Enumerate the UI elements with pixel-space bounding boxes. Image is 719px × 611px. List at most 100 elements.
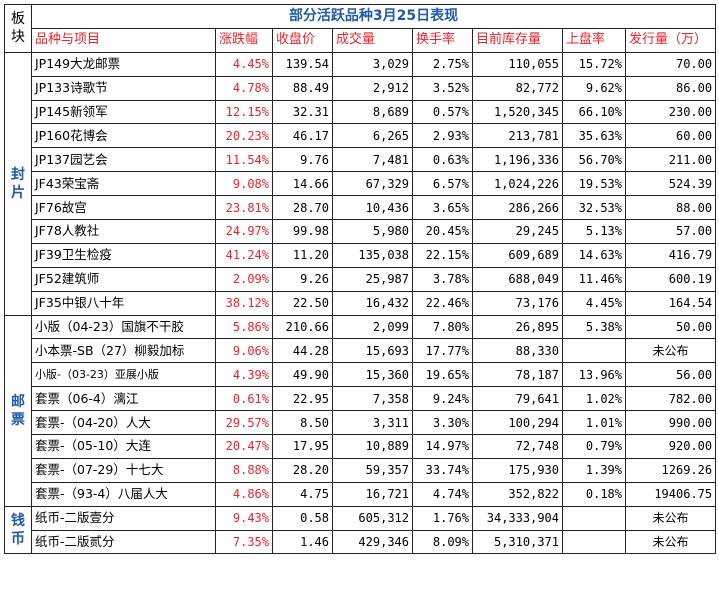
cell-listing-rate: 66.10% — [562, 99, 626, 125]
cell-stock: 73,176 — [472, 290, 563, 316]
cell-listing-rate: 15.72% — [562, 51, 626, 77]
cell-stock: 100,294 — [472, 410, 563, 436]
cell-name: 小版（04-23）国旗不干胶 — [31, 314, 216, 340]
cell-name: JF43荣宝斋 — [31, 171, 216, 197]
cell-name: JF39卫生检疫 — [31, 242, 216, 268]
cell-name: JP160花博会 — [31, 123, 216, 149]
table-row: JP145新领军 12.15% 32.31 8,689 0.57% 1,520,345 66… — [5, 99, 717, 125]
cell-turnover: 3.65% — [412, 195, 473, 221]
cell-close: 44.28 — [272, 338, 333, 364]
cell-issue: 782.00 — [624, 386, 717, 412]
cell-volume: 6,265 — [332, 123, 413, 149]
table-row: JP137园艺会 11.54% 9.76 7,481 0.63% 1,196,336 56.… — [5, 147, 717, 173]
cell-listing-rate: 11.46% — [562, 266, 626, 292]
cell-stock: 34,333,904 — [472, 505, 563, 531]
cell-listing-rate: 5.38% — [562, 314, 626, 340]
header-cell-turnover: 换手率 — [412, 27, 473, 53]
cell-turnover: 33.74% — [412, 457, 473, 483]
cell-change: 4.78% — [215, 75, 273, 101]
cell-change: 9.06% — [215, 338, 273, 364]
cell-listing-rate: 9.62% — [562, 75, 626, 101]
cell-change: 12.15% — [215, 99, 273, 125]
cell-issue: 56.00 — [624, 362, 717, 388]
cell-close: 88.49 — [272, 75, 333, 101]
cell-name: 套票（06-4）漓江 — [31, 386, 216, 412]
cell-listing-rate: 1.02% — [562, 386, 626, 412]
category-label: 钱币 — [4, 505, 32, 555]
cell-name: JP137园艺会 — [31, 147, 216, 173]
cell-issue: 57.00 — [624, 219, 717, 244]
cell-listing-rate: 35.63% — [562, 123, 626, 149]
cell-close: 49.90 — [272, 362, 333, 388]
header-cell-stock: 目前库存量 — [472, 27, 563, 53]
cell-turnover: 6.57% — [412, 171, 473, 197]
cell-turnover: 2.93% — [412, 123, 473, 149]
cell-turnover: 9.24% — [412, 386, 473, 412]
cell-turnover: 17.77% — [412, 338, 473, 364]
cell-issue: 19406.75 — [624, 481, 717, 507]
cell-volume: 2,912 — [332, 75, 413, 101]
cell-close: 0.58 — [272, 505, 333, 531]
cell-name: 纸币-二版壹分 — [31, 505, 216, 531]
cell-volume: 2,099 — [332, 314, 413, 340]
cell-stock: 1,196,336 — [472, 147, 563, 173]
cell-issue: 70.00 — [624, 51, 717, 77]
cell-turnover: 14.97% — [412, 434, 473, 459]
cell-change: 4.45% — [215, 51, 273, 77]
cell-change: 4.39% — [215, 362, 273, 388]
cell-issue: 600.19 — [624, 266, 717, 292]
table-row: JF35中银八十年 38.12% 22.50 16,432 22.46% 73,176 4.… — [5, 290, 717, 316]
cell-listing-rate: 0.18% — [562, 481, 626, 507]
cell-change: 23.81% — [215, 195, 273, 221]
header-cell-volume: 成交量 — [332, 27, 413, 53]
cell-close: 32.31 — [272, 99, 333, 125]
cell-stock: 1,520,345 — [472, 99, 563, 125]
cell-issue: 164.54 — [624, 290, 717, 316]
cell-issue: 88.00 — [624, 195, 717, 221]
cell-close: 210.66 — [272, 314, 333, 340]
table-row: 套票-（93-4）八届人大 4.86% 4.75 16,721 4.74% 352,822… — [5, 481, 717, 507]
cell-volume: 135,038 — [332, 242, 413, 268]
cell-change: 11.54% — [215, 147, 273, 173]
market-table: 板块 部分活跃品种3月25日表现 品种与项目 涨跌幅 收盘价 成交量 换手率 目… — [4, 4, 717, 555]
cell-volume: 67,329 — [332, 171, 413, 197]
cell-listing-rate: 56.70% — [562, 147, 626, 173]
cell-change: 24.97% — [215, 219, 273, 244]
cell-volume: 3,029 — [332, 51, 413, 77]
cell-volume: 429,346 — [332, 529, 413, 555]
cell-stock: 78,187 — [472, 362, 563, 388]
cell-issue: 86.00 — [624, 75, 717, 101]
cell-volume: 15,693 — [332, 338, 413, 364]
table-row: JF43荣宝斋 9.08% 14.66 67,329 6.57% 1,024,226 19.… — [5, 171, 717, 197]
cell-name: JF52建筑师 — [31, 266, 216, 292]
cell-change: 7.35% — [215, 529, 273, 555]
cell-stock: 213,781 — [472, 123, 563, 149]
cell-volume: 7,358 — [332, 386, 413, 412]
cell-name: 小本票-SB（27）柳毅加标 — [31, 338, 216, 364]
cell-stock: 175,930 — [472, 457, 563, 483]
cell-volume: 25,987 — [332, 266, 413, 292]
category-label: 邮票 — [4, 314, 32, 507]
cell-volume: 3,311 — [332, 410, 413, 436]
cell-listing-rate: 0.79% — [562, 434, 626, 459]
cell-volume: 605,312 — [332, 505, 413, 531]
cell-change: 0.61% — [215, 386, 273, 412]
table-row: 纸币-二版贰分 7.35% 1.46 429,346 8.09% 5,310,371 未公布 — [5, 529, 717, 555]
cell-stock: 29,245 — [472, 219, 563, 244]
cell-close: 14.66 — [272, 171, 333, 197]
cell-listing-rate: 19.53% — [562, 171, 626, 197]
table-row: 小本票-SB（27）柳毅加标 9.06% 44.28 15,693 17.77% 88,3… — [5, 338, 717, 364]
cell-volume: 16,432 — [332, 290, 413, 316]
category-label: 封片 — [4, 51, 32, 316]
cell-change: 20.23% — [215, 123, 273, 149]
cell-change: 8.88% — [215, 457, 273, 483]
cell-close: 9.76 — [272, 147, 333, 173]
cell-turnover: 7.80% — [412, 314, 473, 340]
table-row: 套票-（05-10）大连 20.47% 17.95 10,889 14.97% 72,74… — [5, 434, 717, 459]
header-cell-listing-rate: 上盘率 — [562, 27, 626, 53]
cell-turnover: 0.57% — [412, 99, 473, 125]
cell-close: 8.50 — [272, 410, 333, 436]
cell-stock: 88,330 — [472, 338, 563, 364]
cell-name: JP133诗歌节 — [31, 75, 216, 101]
table-row: JF76故宫 23.81% 28.70 10,436 3.65% 286,266 32.53… — [5, 195, 717, 221]
